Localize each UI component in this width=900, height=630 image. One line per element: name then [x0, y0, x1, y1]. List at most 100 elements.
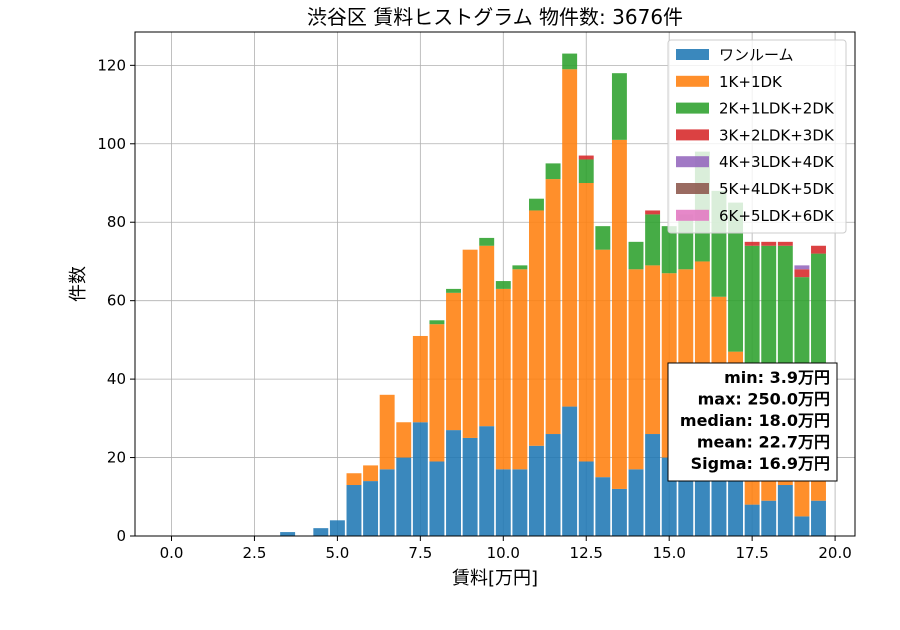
bar-segment-0-9 [429, 461, 445, 536]
legend-entry-label: 4K+3LDK+4DK [719, 153, 835, 171]
legend-entry-label: 1K+1DK [719, 73, 783, 91]
bar-segment-1-11 [462, 249, 478, 438]
bar-segment-2-18 [578, 159, 594, 184]
stats-line: max: 250.0万円 [698, 390, 830, 409]
x-tick-label: 5.0 [325, 544, 349, 562]
bar-segment-4-31 [794, 265, 810, 270]
bar-segment-1-5 [363, 465, 379, 482]
bar-segment-3-29 [761, 241, 777, 246]
bar-segment-0-10 [446, 430, 461, 536]
y-tick-label: 0 [116, 527, 126, 545]
bar-segment-2-29 [761, 245, 777, 384]
x-axis-ticks: 0.0 2.5 5.0 7.5 10.0 12.5 15.0 17.5 20.0 [160, 536, 852, 562]
bar-segment-1-8 [412, 335, 428, 423]
bar-segment-1-16 [545, 179, 561, 435]
legend-swatch [676, 102, 709, 114]
y-tick-label: 80 [107, 213, 126, 231]
legend-entry-label: 6K+5LDK+6DK [719, 207, 835, 225]
x-tick-label: 12.5 [570, 544, 603, 562]
bar-segment-0-20 [611, 488, 627, 536]
stats-line: Sigma: 16.9万円 [691, 454, 830, 473]
legend-entry-label: 5K+4LDK+5DK [719, 180, 835, 198]
bar-segment-2-13 [495, 281, 511, 289]
bar-segment-1-4 [346, 473, 362, 486]
bar-segment-1-7 [396, 422, 412, 458]
x-tick-label: 7.5 [408, 544, 432, 562]
bar-segment-0-15 [529, 445, 544, 536]
bar-segment-2-20 [611, 73, 627, 140]
x-tick-label: 2.5 [243, 544, 267, 562]
bar-segment-1-15 [529, 210, 544, 446]
bar-segment-0-30 [777, 485, 793, 536]
bar-segment-0-13 [495, 469, 511, 536]
bar-segment-2-17 [562, 53, 578, 70]
legend-entry-label: ワンルーム [719, 46, 794, 64]
legend-swatch [676, 156, 709, 168]
bar-segment-1-20 [611, 139, 627, 489]
legend-swatch [676, 209, 709, 221]
bar-segment-2-22 [645, 214, 661, 266]
bar-segment-2-15 [529, 198, 544, 211]
bar-segment-1-10 [446, 292, 461, 431]
bar-segment-1-21 [628, 269, 644, 470]
bar-segment-0-18 [578, 461, 594, 536]
stats-line: median: 18.0万円 [680, 411, 830, 430]
bar-segment-2-9 [429, 320, 445, 325]
chart-title: 渋谷区 賃料ヒストグラム 物件数: 3676件 [307, 5, 683, 29]
bar-segment-3-31 [794, 269, 810, 278]
bar-segment-1-19 [595, 249, 611, 478]
bar-segment-2-14 [512, 265, 528, 270]
bar-segment-2-19 [595, 226, 611, 250]
bar-segment-2-28 [744, 245, 760, 368]
bar-segment-0-14 [512, 469, 528, 536]
y-axis-ticks: 0 20 40 60 80 100 120 [97, 56, 135, 545]
bar-segment-1-17 [562, 69, 578, 407]
bar-segment-0-17 [562, 406, 578, 536]
bar-segment-2-12 [479, 237, 495, 246]
bar-segment-2-23 [661, 226, 677, 274]
bar-segment-0-0 [280, 532, 296, 536]
bar-segment-3-32 [811, 245, 826, 254]
legend-swatch [676, 75, 709, 87]
bar-segment-0-5 [363, 481, 379, 536]
bar-segment-1-14 [512, 269, 528, 470]
bar-segment-0-12 [479, 426, 495, 536]
stats-box: min: 3.9万円 max: 250.0万円 median: 18.0万円 mean… [667, 362, 838, 482]
y-axis-label: 件数 [68, 266, 89, 302]
bar-segment-0-4 [346, 485, 362, 536]
bar-segment-3-22 [645, 210, 661, 215]
y-tick-label: 100 [97, 135, 126, 153]
bar-segment-0-16 [545, 434, 561, 536]
x-tick-label: 17.5 [735, 544, 768, 562]
bar-segment-1-22 [645, 265, 661, 435]
bar-segment-0-22 [645, 434, 661, 536]
stats-box-frame [667, 362, 838, 482]
bar-segment-1-13 [495, 288, 511, 470]
bar-segment-2-30 [777, 245, 793, 368]
bar-segment-3-28 [744, 241, 760, 246]
bar-segment-0-21 [628, 469, 644, 536]
bar-segment-2-32 [811, 253, 826, 384]
legend-swatch [676, 129, 709, 141]
y-tick-label: 40 [107, 370, 126, 388]
bar-segment-2-10 [446, 288, 461, 293]
legend-frame [667, 39, 847, 234]
bar-segment-2-16 [545, 163, 561, 180]
x-tick-label: 0.0 [160, 544, 184, 562]
y-tick-label: 120 [97, 56, 126, 74]
bar-segment-1-12 [479, 245, 495, 427]
y-tick-label: 20 [107, 449, 126, 467]
x-tick-label: 15.0 [652, 544, 685, 562]
bar-segment-0-19 [595, 477, 611, 536]
bar-segment-0-28 [744, 504, 760, 536]
bar-segment-1-9 [429, 324, 445, 462]
bar-segment-1-6 [379, 394, 395, 470]
bar-segment-0-6 [379, 469, 395, 536]
bar-segment-1-18 [578, 183, 594, 462]
bar-segment-0-8 [412, 422, 428, 536]
bar-segment-3-18 [578, 155, 594, 160]
bar-segment-0-11 [462, 437, 478, 536]
legend-entry-label: 3K+2LDK+3DK [719, 126, 835, 144]
y-tick-label: 60 [107, 292, 126, 310]
